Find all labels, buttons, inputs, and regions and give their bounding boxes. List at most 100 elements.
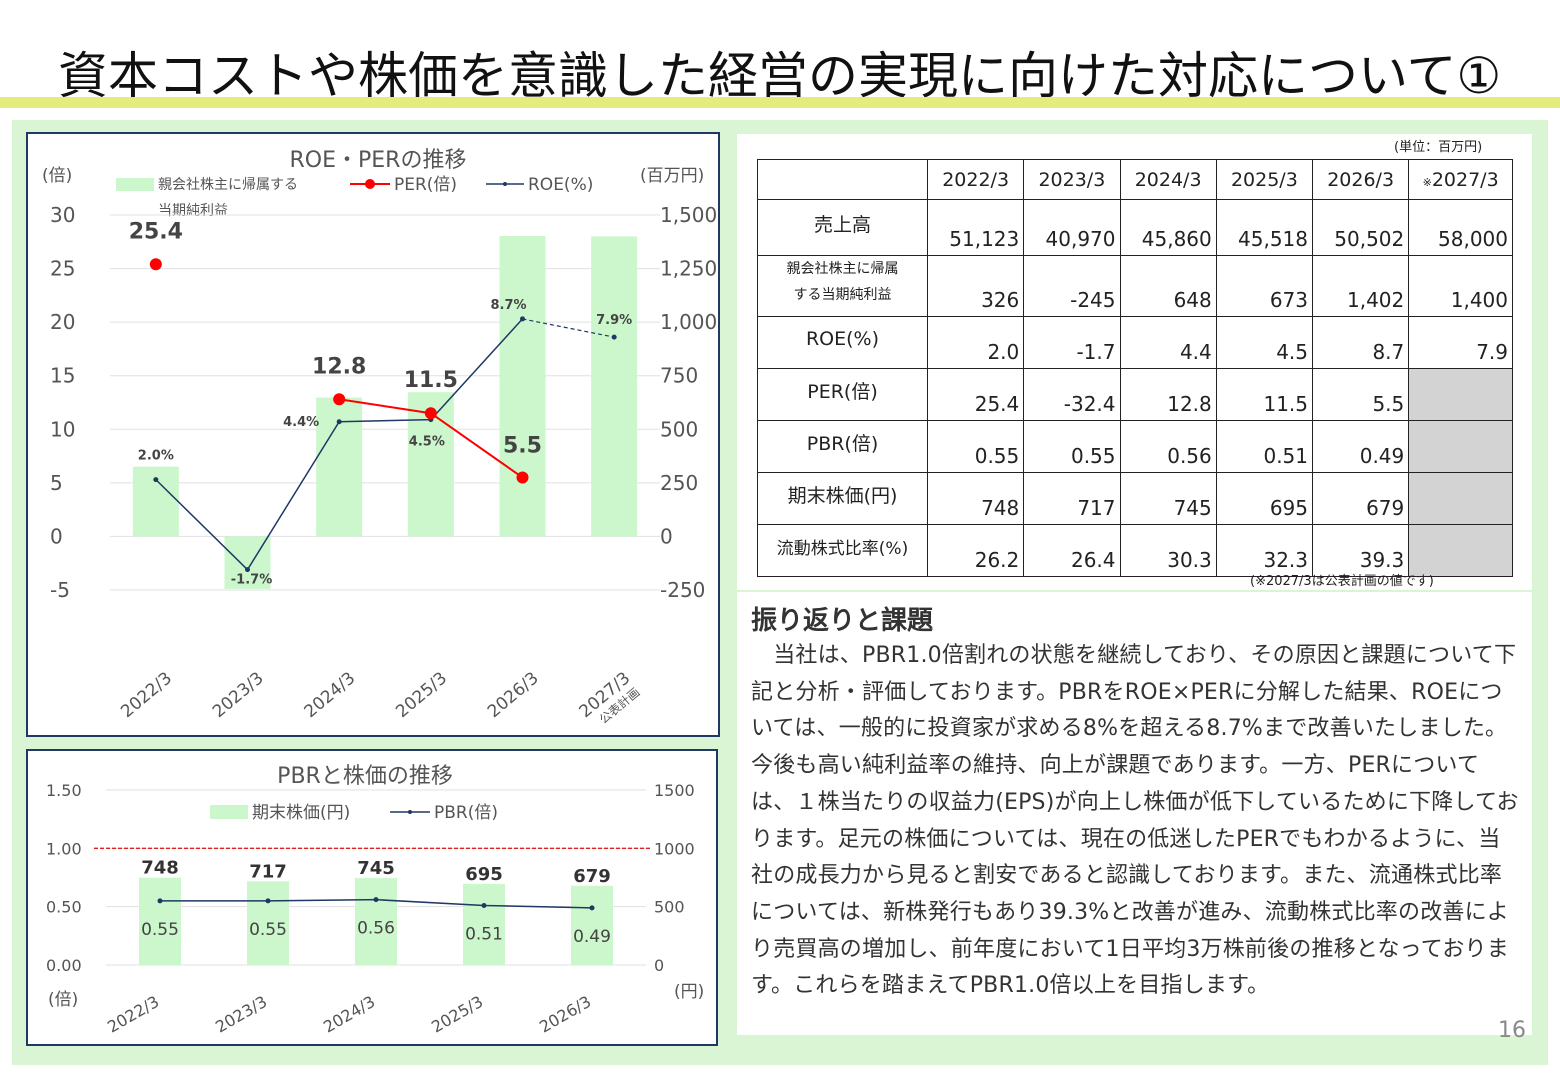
table-cell: 326 xyxy=(926,255,1025,317)
roe-per-chart-panel: ROE・PERの推移 (倍) (百万円) 親会社株主に帰属する 当期純利益 PER(倍) R… xyxy=(26,132,720,737)
x-tick-label: 2026/3 xyxy=(484,668,543,722)
financial-table-panel: (単位：百万円) 2022/3 2023/3 2024/3 2025/3 202… xyxy=(737,134,1532,590)
table-cell: 717 xyxy=(1023,472,1121,525)
per-data-label: 5.5 xyxy=(503,434,542,459)
table-cell: -32.4 xyxy=(1023,368,1121,421)
right-axis-unit: (円) xyxy=(674,982,704,1002)
table-cell: 7.9 xyxy=(1408,316,1513,369)
bar xyxy=(463,883,505,965)
col-header: 2024/3 xyxy=(1119,159,1217,200)
per-point xyxy=(424,407,437,420)
plan-mark: ※ xyxy=(1422,175,1432,189)
legend-roe-marker xyxy=(503,182,507,186)
table-cell: 748 xyxy=(926,472,1025,525)
left-axis-unit: (倍) xyxy=(48,990,78,1010)
chart-title: ROE・PERの推移 xyxy=(290,148,467,173)
per-point xyxy=(149,258,162,271)
table-row: 親会社株主に帰属 する当期純利益 326 -245 648 673 1,402 1… xyxy=(757,255,1513,317)
table-cell: 0.49 xyxy=(1311,420,1410,473)
x-tick-label: 2025/3 xyxy=(392,668,451,722)
x-tick-label: 2023/3 xyxy=(209,668,268,722)
per-point xyxy=(516,471,529,484)
per-point xyxy=(333,393,346,406)
y-tick-label: 30 xyxy=(50,203,75,227)
y2-tick-label: 0 xyxy=(660,524,673,548)
legend-roe-label: ROE(%) xyxy=(528,175,593,195)
pbr-data-label: 0.55 xyxy=(249,920,287,940)
pbr-data-label: 0.51 xyxy=(465,925,503,945)
y2-tick-label: 1,250 xyxy=(660,257,717,281)
y2-tick-label: 1000 xyxy=(654,839,695,858)
table-cell: 2.0 xyxy=(926,316,1025,369)
bar-data-label: 717 xyxy=(249,861,287,882)
col-header: 2025/3 xyxy=(1215,159,1314,200)
roe-point xyxy=(336,419,342,425)
legend-bar-label: 期末株価(円) xyxy=(252,803,350,823)
bar xyxy=(571,885,613,965)
bar xyxy=(247,881,289,965)
table-cell: 50,502 xyxy=(1311,199,1410,256)
table-cell: 0.55 xyxy=(926,420,1025,473)
chart-title: PBRと株価の推移 xyxy=(277,764,453,789)
row-label: PBR(倍) xyxy=(757,420,928,473)
x-tick-label: 2026/3 xyxy=(536,992,594,1037)
table-unit-note: (単位：百万円) xyxy=(1394,140,1483,155)
y2-tick-label: 500 xyxy=(654,898,685,917)
page-number: 16 xyxy=(1498,1018,1526,1043)
row-label: ROE(%) xyxy=(757,316,928,369)
roe-data-label: 2.0% xyxy=(138,449,174,464)
y-tick-label: 0 xyxy=(50,524,63,548)
y-tick-label: 0.00 xyxy=(46,956,82,975)
bar xyxy=(591,236,638,537)
col-header-last: 2027/3 xyxy=(1431,168,1499,191)
col-header: ※2027/3 xyxy=(1408,159,1513,200)
table-cell: 39.3 xyxy=(1311,524,1410,577)
table-cell: 45,860 xyxy=(1119,199,1217,256)
y-tick-label: 5 xyxy=(50,471,63,495)
left-axis-unit: (倍) xyxy=(42,166,72,186)
table-cell: 648 xyxy=(1119,255,1217,317)
pbr-point xyxy=(589,905,595,911)
pbr-point xyxy=(373,897,379,903)
table-cell: 25.4 xyxy=(926,368,1025,421)
y-tick-label: 0.50 xyxy=(46,898,82,917)
table-cell: 1,400 xyxy=(1408,255,1513,317)
table-cell: -245 xyxy=(1023,255,1121,317)
review-heading: 振り返りと課題 xyxy=(751,606,934,636)
y-tick-label: 1.50 xyxy=(46,781,82,800)
review-body: 当社は、PBR1.0倍割れの状態を継続しており、その原因と課題について下記と分析… xyxy=(751,643,1519,999)
y-tick-label: 20 xyxy=(50,310,75,334)
roe-line-forecast xyxy=(522,318,615,338)
bar-data-label: 679 xyxy=(573,866,611,887)
table-cell-empty xyxy=(1408,524,1513,577)
table-cell: 695 xyxy=(1215,472,1314,525)
table-cell: 26.4 xyxy=(1023,524,1121,577)
roe-data-label: 8.7% xyxy=(490,298,526,313)
y2-tick-label: 500 xyxy=(660,417,698,441)
x-tick-label: 2023/3 xyxy=(212,992,270,1037)
x-tick-label: 2025/3 xyxy=(428,992,486,1037)
table-cell: 32.3 xyxy=(1215,524,1314,577)
table-cell: 673 xyxy=(1215,255,1314,317)
bar xyxy=(355,878,397,965)
x-tick-label: 2024/3 xyxy=(320,992,378,1037)
bar-data-label: 748 xyxy=(141,858,179,879)
table-row: ROE(%) 2.0 -1.7 4.4 4.5 8.7 7.9 xyxy=(757,316,1513,369)
y-tick-label: 15 xyxy=(50,364,75,388)
row-label: 期末株価(円) xyxy=(757,472,928,525)
table-cell-empty xyxy=(1408,420,1513,473)
roe-data-label: 4.5% xyxy=(409,435,445,450)
table-cell: 45,518 xyxy=(1215,199,1314,256)
table-row: 流動株式比率(%) 26.2 26.4 30.3 32.3 39.3 xyxy=(757,524,1513,577)
table-footnote: (※2027/3は公表計画の値です) xyxy=(1250,574,1434,589)
table-cell: 4.5 xyxy=(1215,316,1314,369)
x-tick-label: 2022/3 xyxy=(104,992,162,1037)
table-cell: 40,970 xyxy=(1023,199,1121,256)
legend-bar-swatch xyxy=(210,805,248,819)
table-cell: 679 xyxy=(1311,472,1410,525)
page-title: 資本コストや株価を意識した経営の実現に向けた対応について① xyxy=(58,47,1502,105)
table-corner xyxy=(757,159,928,200)
y2-tick-label: 1500 xyxy=(654,781,695,800)
y-tick-label: 25 xyxy=(50,257,75,281)
